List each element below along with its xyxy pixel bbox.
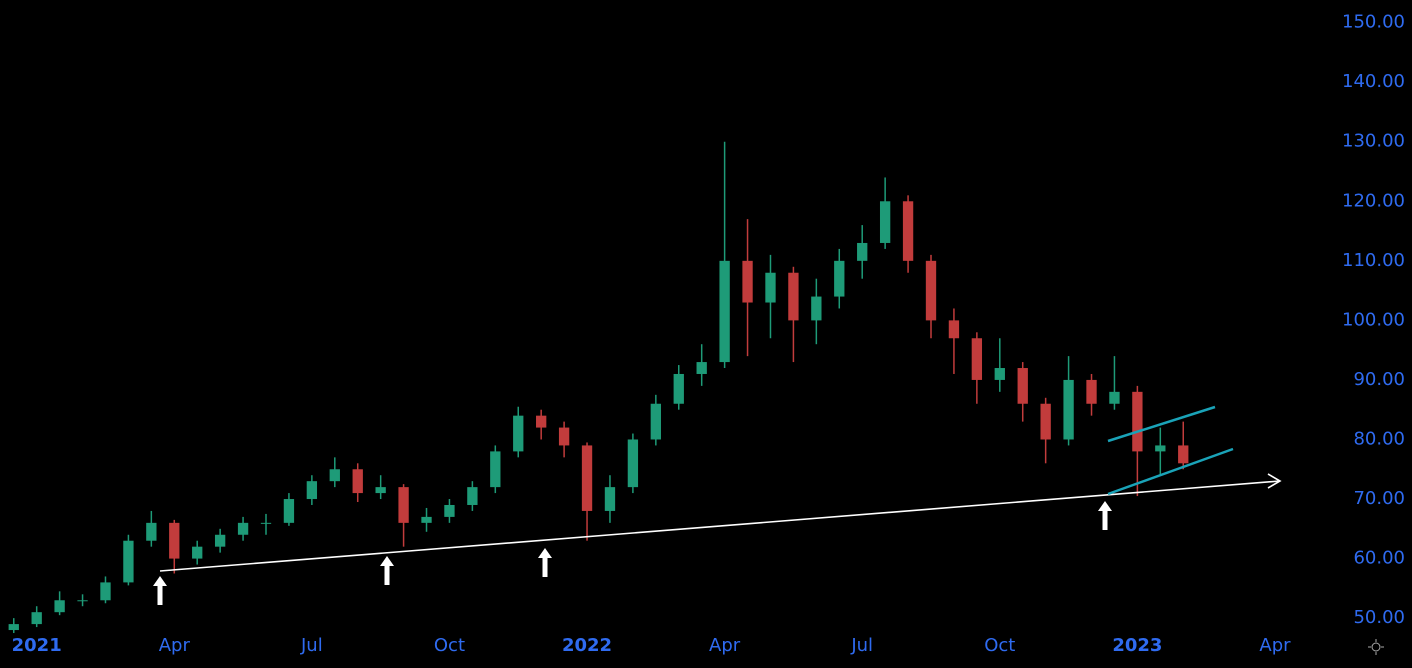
support-arrowhead [1267,473,1282,489]
candle-body [1040,403,1051,440]
candle-body [902,201,914,261]
candle-body [673,373,684,404]
candle-body [467,487,478,505]
candle-body [54,600,65,613]
x-tick-label: 2023 [1112,635,1162,656]
candle-body [31,612,42,625]
candle-body [283,499,295,523]
candle-body [192,546,203,559]
candle-body [1178,445,1189,464]
y-tick-label: 100.00 [1342,309,1405,330]
x-tick-label: Apr [159,635,191,656]
y-tick-label: 150.00 [1342,12,1405,33]
candle-body [994,368,1005,380]
y-tick-label: 120.00 [1342,190,1405,211]
y-tick-label: 80.00 [1353,428,1405,449]
candle-body [1017,368,1028,404]
candle-body [604,487,616,511]
y-tick-label: 60.00 [1353,548,1405,569]
candle-body [925,260,937,321]
candle-body [490,451,501,488]
candle-body [1132,391,1143,452]
up-arrows [153,501,1112,605]
candle-body [536,415,547,428]
candle-body [8,624,19,631]
settings-icon[interactable] [1368,639,1384,655]
candle-body [375,487,386,494]
candle-body [306,481,318,500]
candle-body [857,242,868,261]
candle-body [788,272,799,321]
candle-body [237,522,249,535]
candle-body [444,504,455,517]
candle-body [169,522,180,559]
up-arrow [538,548,552,577]
candle-body [123,540,134,583]
candle-body [260,522,272,524]
candle-body [719,260,730,363]
candle-body [971,338,983,380]
candle-body [214,534,226,547]
y-tick-label: 130.00 [1342,131,1405,152]
candle-body [696,362,707,374]
y-tick-label: 90.00 [1353,369,1405,390]
candle-body [581,445,593,511]
candle-body [1086,379,1097,404]
up-arrow [380,556,394,585]
candle-body [1109,391,1120,404]
candle-body [146,522,157,541]
candle-body [879,201,891,243]
x-tick-label: 2021 [12,635,62,656]
candle-body [398,487,409,523]
candle-body [650,403,661,440]
channel-upper [1107,405,1216,443]
candle-body [834,260,845,297]
x-tick-label: Apr [1259,635,1291,656]
candle-body [627,439,639,488]
candle-body [513,415,524,452]
candle-body [558,427,570,446]
candle-body [765,272,776,303]
y-tick-label: 50.00 [1353,607,1405,628]
candle-body [329,469,340,482]
y-tick-label: 110.00 [1342,250,1405,271]
candle-body [742,260,753,303]
support-line [159,480,1281,572]
candle-body [1063,379,1074,440]
up-arrow [153,576,167,605]
drawings [153,405,1282,605]
candle-body [352,469,363,494]
candle-body [811,296,822,321]
channel-lower [1107,447,1234,496]
y-tick-label: 70.00 [1353,488,1405,509]
x-tick-label: Jul [300,635,323,656]
candle-body [100,582,111,601]
x-tick-label: Apr [709,635,741,656]
up-arrow [1098,501,1112,530]
x-tick-label: Jul [850,635,873,656]
x-tick-label: 2022 [562,635,612,656]
y-tick-label: 140.00 [1342,71,1405,92]
candle-body [77,600,88,602]
sun-rays [1368,639,1384,655]
x-tick-label: Oct [984,635,1015,656]
sun-circle [1371,642,1381,652]
candle-body [1155,445,1166,452]
x-tick-label: Oct [434,635,465,656]
candle-body [421,516,432,523]
candle-body [948,320,960,339]
